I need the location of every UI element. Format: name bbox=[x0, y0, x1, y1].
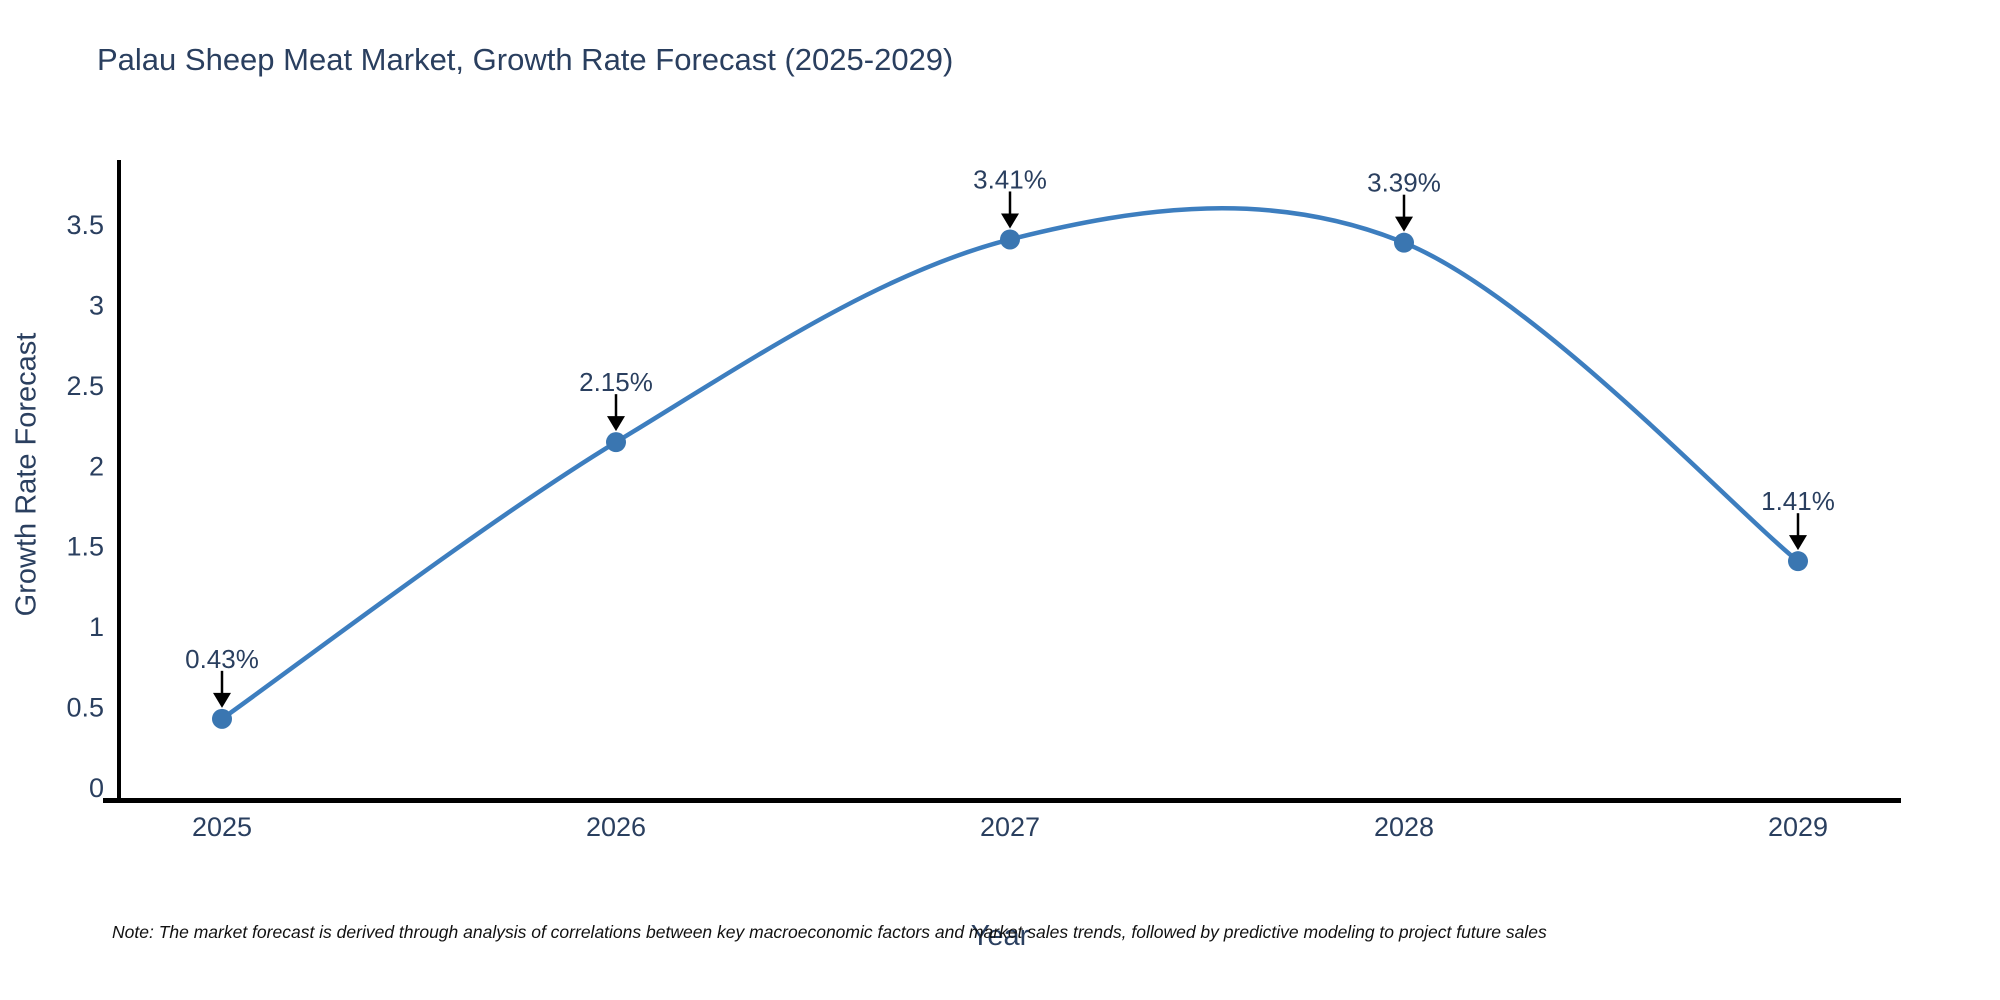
footnote-text: Note: The market forecast is derived thr… bbox=[112, 922, 1547, 942]
annotation-arrowhead bbox=[1395, 216, 1413, 232]
point-value-label: 2.15% bbox=[579, 367, 653, 397]
data-point-marker bbox=[1394, 232, 1414, 253]
y-tick-label: 3 bbox=[89, 290, 104, 320]
x-tick-label: 2029 bbox=[1768, 812, 1828, 842]
x-axis-title: Year bbox=[970, 920, 1030, 952]
data-point-marker bbox=[1788, 551, 1808, 572]
annotation-arrowhead bbox=[1789, 535, 1807, 551]
y-tick-label: 2 bbox=[89, 451, 104, 481]
point-value-label: 1.41% bbox=[1761, 486, 1835, 516]
annotation-arrowhead bbox=[1001, 213, 1019, 229]
data-point-marker bbox=[606, 432, 626, 453]
point-value-label: 3.39% bbox=[1367, 168, 1441, 198]
annotation-arrowhead bbox=[213, 692, 231, 708]
y-tick-label: 0.5 bbox=[66, 693, 104, 723]
y-tick-label: 1 bbox=[89, 612, 104, 642]
x-tick-label: 2028 bbox=[1374, 812, 1434, 842]
y-axis-title: Growth Rate Forecast bbox=[10, 332, 43, 617]
forecast-spline-line bbox=[219, 206, 1801, 722]
y-tick-label: 1.5 bbox=[66, 532, 104, 562]
x-tick-label: 2026 bbox=[586, 812, 646, 842]
chart-title: Palau Sheep Meat Market, Growth Rate For… bbox=[97, 42, 954, 77]
annotation-arrowhead bbox=[607, 416, 625, 432]
x-tick-label: 2025 bbox=[192, 812, 252, 842]
point-value-label: 3.41% bbox=[973, 164, 1047, 194]
y-tick-label: 0 bbox=[89, 773, 104, 803]
x-tick-label: 2027 bbox=[980, 812, 1040, 842]
point-value-label: 0.43% bbox=[185, 644, 259, 674]
data-point-marker bbox=[212, 708, 232, 729]
data-point-marker bbox=[1000, 229, 1020, 250]
y-tick-label: 2.5 bbox=[66, 371, 104, 401]
y-tick-label: 3.5 bbox=[66, 210, 104, 240]
